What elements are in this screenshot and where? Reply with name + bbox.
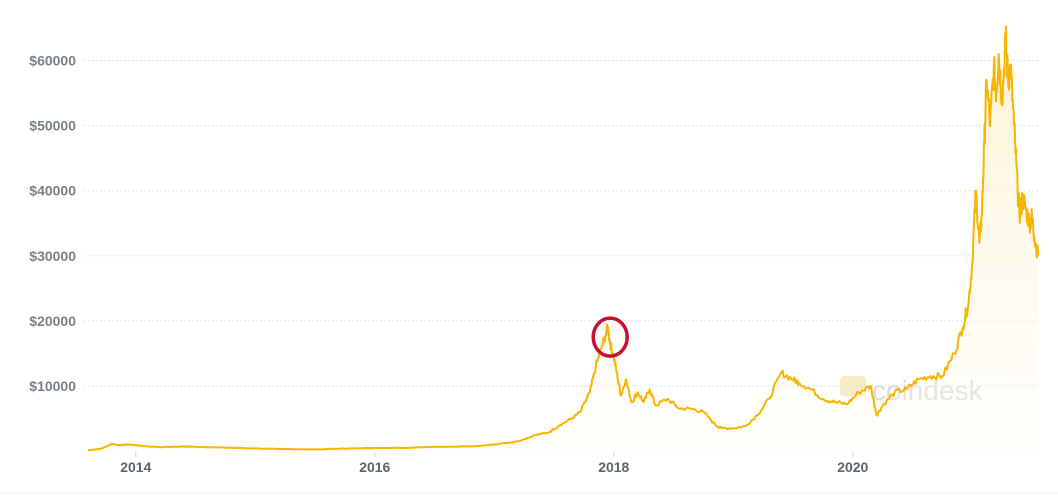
annotations	[591, 316, 629, 358]
y-tick-label: $10000	[29, 378, 76, 394]
x-tick-label: 2020	[837, 459, 868, 475]
y-tick-label: $60000	[29, 53, 76, 69]
y-tick-label: $50000	[29, 118, 76, 134]
y-tick-label: $30000	[29, 248, 76, 264]
x-axis-ticks: 2014 2016 2018 2020	[120, 452, 869, 475]
coindesk-logo-icon	[840, 376, 866, 396]
y-tick-label: $40000	[29, 183, 76, 199]
x-tick-label: 2016	[359, 459, 390, 475]
series-area	[88, 26, 1038, 452]
x-tick-label: 2018	[598, 459, 629, 475]
y-tick-label: $20000	[29, 313, 76, 329]
peak-highlight-circle	[591, 316, 629, 358]
series-layer	[87, 25, 1039, 452]
series-line	[87, 25, 1039, 452]
y-axis-ticks: $10000 $20000 $30000 $40000 $50000 $60000	[29, 53, 76, 394]
grid-lines	[84, 60, 1038, 387]
x-tick-label: 2014	[120, 459, 151, 475]
